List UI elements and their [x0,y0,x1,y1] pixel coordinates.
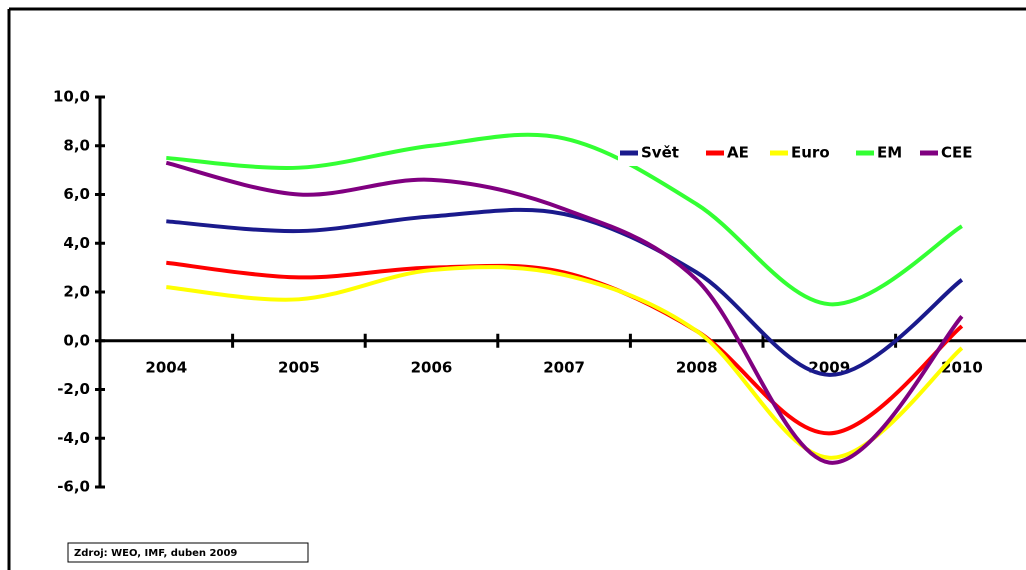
series-line [166,260,964,436]
series-line [166,207,964,377]
y-tick-label: -2,0 [57,380,90,398]
legend-label: EM [877,144,902,162]
legend-background [618,140,1023,166]
x-tick-label: 2005 [278,358,320,376]
y-tick-label: -6,0 [57,478,90,496]
y-tick-label: 4,0 [63,234,90,252]
y-tick-label: 6,0 [63,185,90,203]
x-tick-label: 2008 [676,358,718,376]
x-tick-label: 2006 [411,358,453,376]
legend-label: Svět [641,144,679,162]
y-tick-label: 2,0 [63,283,90,301]
y-tick-label: 10,0 [53,88,90,106]
source-box [67,542,309,563]
x-tick-label: 2004 [145,358,187,376]
y-tick-label: 8,0 [63,136,90,154]
legend-label: CEE [941,144,973,162]
series-line [166,132,963,307]
legend-label: AE [727,144,749,162]
source-note: Zdroj: WEO, IMF, duben 2009 [74,548,237,559]
series-line [165,160,964,465]
y-tick-label: 0,0 [63,331,90,349]
x-tick-label: 2007 [543,358,585,376]
series-line [166,265,964,460]
y-tick-label: -4,0 [57,429,90,447]
legend-label: Euro [791,144,830,162]
x-tick-label: 2010 [941,358,983,376]
